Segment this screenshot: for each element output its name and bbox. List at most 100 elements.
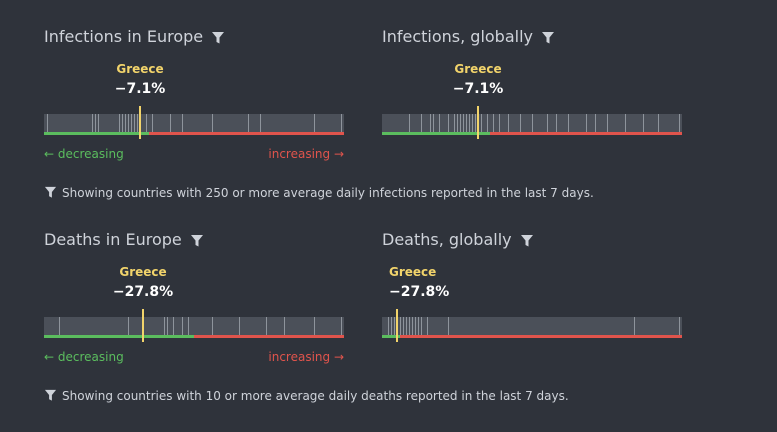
country-tick	[314, 114, 315, 132]
country-tick	[469, 114, 470, 132]
country-tick	[341, 114, 342, 132]
country-tick	[412, 317, 413, 335]
country-tick	[421, 114, 422, 132]
panel-title: Infections in Europe	[44, 27, 204, 46]
country-tick	[481, 114, 482, 132]
country-tick	[607, 114, 608, 132]
decreasing-segment	[382, 335, 400, 338]
country-tick	[625, 114, 626, 132]
increasing-segment	[194, 335, 344, 338]
country-tick	[487, 114, 488, 132]
country-tick	[98, 114, 99, 132]
country-tick	[146, 114, 147, 132]
country-tick	[475, 114, 476, 132]
country-tick	[421, 317, 422, 335]
panel-deaths-global: Deaths, globally Greece −27.8%	[382, 203, 682, 403]
country-tick	[430, 114, 431, 132]
filter-icon[interactable]	[520, 233, 534, 247]
country-tick	[284, 317, 285, 335]
country-tick	[466, 114, 467, 132]
infections-note: Showing countries with 250 or more avera…	[44, 186, 594, 200]
country-tick	[499, 114, 500, 132]
country-tick	[137, 114, 138, 132]
marker-country-label: Greece	[389, 265, 437, 279]
panel-infections-global: Infections, globally Greece −7.1%	[382, 0, 682, 200]
country-tick	[125, 114, 126, 132]
filter-icon[interactable]	[541, 30, 555, 44]
marker-country-label: Greece	[119, 265, 167, 279]
country-tick	[439, 114, 440, 132]
decreasing-legend: ← decreasing	[44, 147, 124, 161]
country-tick	[341, 317, 342, 335]
country-tick	[643, 114, 644, 132]
country-tick	[409, 317, 410, 335]
country-tick	[47, 114, 48, 132]
country-tick	[547, 114, 548, 132]
country-tick	[182, 317, 183, 335]
country-tick	[406, 317, 407, 335]
country-tick	[415, 317, 416, 335]
panel-title: Deaths, globally	[382, 230, 512, 249]
country-tick	[92, 114, 93, 132]
country-tick	[173, 317, 174, 335]
filter-icon[interactable]	[211, 30, 225, 44]
country-tick	[167, 317, 168, 335]
trend-baseline	[382, 132, 682, 135]
country-tick	[128, 114, 129, 132]
country-tick	[454, 114, 455, 132]
country-tick	[658, 114, 659, 132]
country-tick	[679, 114, 680, 132]
country-tick	[260, 114, 261, 132]
panel-title-row: Infections, globally	[382, 27, 555, 46]
trend-baseline	[382, 335, 682, 338]
country-tick	[532, 114, 533, 132]
country-tick	[448, 317, 449, 335]
country-tick	[433, 114, 434, 132]
decreasing-legend: ← decreasing	[44, 350, 124, 364]
country-tick	[520, 114, 521, 132]
country-tick	[403, 317, 404, 335]
country-tick	[239, 317, 240, 335]
country-tick	[409, 114, 410, 132]
country-tick	[164, 317, 165, 335]
country-tick	[634, 317, 635, 335]
deaths-note-text: Showing countries with 10 or more averag…	[62, 389, 569, 403]
country-tick	[122, 114, 123, 132]
country-tick	[152, 114, 153, 132]
filter-icon	[44, 186, 58, 200]
country-tick	[134, 114, 135, 132]
distribution-bar	[382, 114, 682, 132]
country-tick	[457, 114, 458, 132]
country-tick	[508, 114, 509, 132]
country-marker-line	[139, 106, 141, 139]
increasing-legend: increasing →	[268, 350, 344, 364]
infections-note-text: Showing countries with 250 or more avera…	[62, 186, 594, 200]
country-tick	[400, 317, 401, 335]
country-tick	[595, 114, 596, 132]
panel-title: Infections, globally	[382, 27, 533, 46]
country-tick	[427, 317, 428, 335]
country-tick	[314, 317, 315, 335]
panel-title-row: Deaths in Europe	[44, 230, 204, 249]
country-tick	[493, 114, 494, 132]
country-tick	[59, 317, 60, 335]
increasing-segment	[149, 132, 344, 135]
country-tick	[391, 317, 392, 335]
marker-country-label: Greece	[454, 62, 502, 76]
country-tick	[568, 114, 569, 132]
marker-country-label: Greece	[116, 62, 164, 76]
country-tick	[248, 114, 249, 132]
increasing-segment	[490, 132, 682, 135]
distribution-bar	[382, 317, 682, 335]
marker-value-label: −7.1%	[114, 81, 166, 97]
country-tick	[95, 114, 96, 132]
country-tick	[472, 114, 473, 132]
country-tick	[119, 114, 120, 132]
country-tick	[182, 114, 183, 132]
filter-icon[interactable]	[190, 233, 204, 247]
country-tick	[394, 317, 395, 335]
decreasing-segment	[44, 335, 194, 338]
country-marker-line	[477, 106, 479, 139]
country-tick	[128, 317, 129, 335]
deaths-note: Showing countries with 10 or more averag…	[44, 389, 569, 403]
